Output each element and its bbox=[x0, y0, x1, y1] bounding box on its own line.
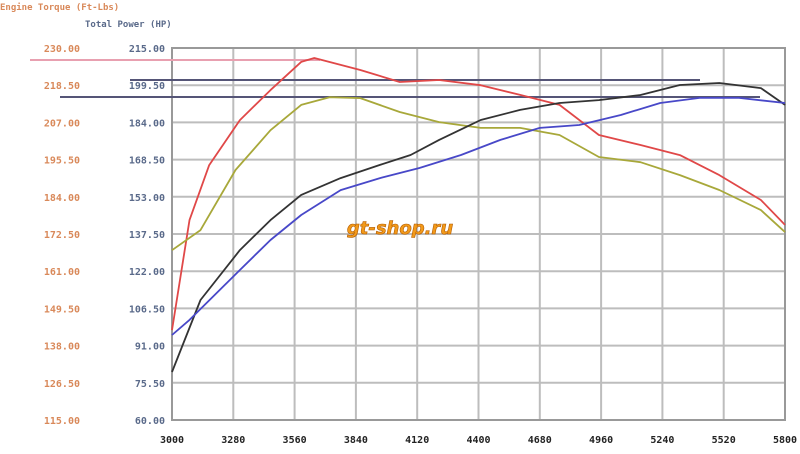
x-tick-label: 3560 bbox=[283, 435, 307, 446]
x-tick-label: 3840 bbox=[344, 435, 368, 446]
torque-tick-label: 149.50 bbox=[44, 304, 80, 315]
power-tick-label: 106.50 bbox=[129, 304, 165, 315]
torque-tick-label: 195.50 bbox=[44, 156, 80, 167]
torque-tick-label: 161.00 bbox=[44, 267, 80, 278]
torque-tick-label: 138.00 bbox=[44, 342, 80, 353]
series-line-1 bbox=[171, 96, 786, 251]
series-line-2 bbox=[171, 82, 786, 373]
torque-tick-label: 115.00 bbox=[44, 416, 80, 427]
torque-tick-label: 184.00 bbox=[44, 193, 80, 204]
power-tick-label: 153.00 bbox=[129, 193, 165, 204]
x-tick-label: 5520 bbox=[712, 435, 736, 446]
torque-tick-label: 230.00 bbox=[44, 44, 80, 55]
torque-tick-label: 172.50 bbox=[44, 230, 80, 241]
watermark-logo: gt-shop.ru bbox=[347, 218, 453, 239]
power-tick-label: 184.00 bbox=[129, 118, 165, 129]
power-tick-label: 168.50 bbox=[129, 156, 165, 167]
x-tick-label: 3280 bbox=[221, 435, 245, 446]
plot-frame bbox=[171, 47, 786, 421]
power-tick-label: 75.50 bbox=[135, 379, 165, 390]
x-tick-label: 5240 bbox=[650, 435, 674, 446]
power-tick-label: 122.00 bbox=[129, 267, 165, 278]
series-line-3 bbox=[171, 97, 786, 336]
x-tick-label: 4960 bbox=[589, 435, 613, 446]
torque-tick-label: 218.50 bbox=[44, 81, 80, 92]
series-line-0 bbox=[171, 57, 786, 331]
power-tick-label: 199.50 bbox=[129, 81, 165, 92]
power-axis-title: Total Power (HP) bbox=[85, 20, 172, 30]
power-tick-label: 60.00 bbox=[135, 416, 165, 427]
torque-axis-title: Engine Torque (Ft-Lbs) bbox=[0, 2, 119, 13]
power-tick-label: 215.00 bbox=[129, 44, 165, 55]
x-tick-label: 4680 bbox=[528, 435, 552, 446]
power-tick-label: 91.00 bbox=[135, 342, 165, 353]
x-tick-label: 4120 bbox=[405, 435, 429, 446]
x-tick-label: 4400 bbox=[466, 435, 490, 446]
power-tick-label: 137.50 bbox=[129, 230, 165, 241]
x-tick-label: 5800 bbox=[773, 435, 797, 446]
torque-tick-label: 207.00 bbox=[44, 118, 80, 129]
x-tick-label: 3000 bbox=[160, 435, 184, 446]
torque-tick-label: 126.50 bbox=[44, 379, 80, 390]
